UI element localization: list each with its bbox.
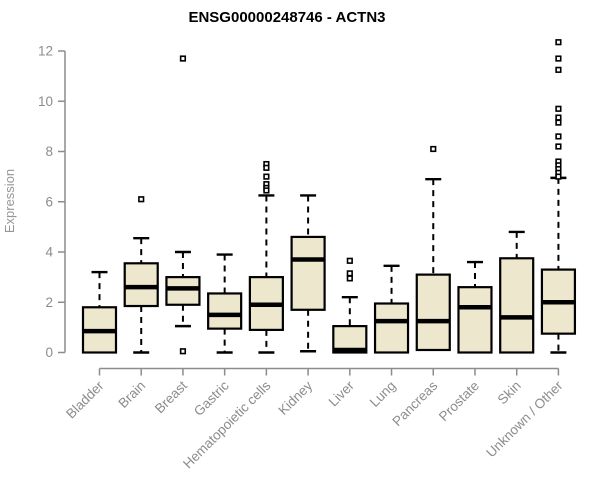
- outlier-point: [555, 143, 562, 150]
- outlier-point: [179, 348, 187, 355]
- iqr-box: [415, 273, 451, 352]
- outlier-point: [179, 55, 187, 62]
- outlier-point: [555, 133, 562, 140]
- y-tick-label: 6: [45, 194, 53, 209]
- x-tick-label: Lung: [367, 378, 399, 410]
- boxplot-unknown-other: [540, 39, 577, 354]
- x-tick-label: Liver: [326, 378, 358, 410]
- outlier-point: [138, 196, 145, 203]
- outlier-point: [346, 275, 353, 282]
- boxplot-bladder: [81, 270, 118, 354]
- outlier-point: [346, 270, 353, 277]
- outlier-point: [263, 173, 270, 180]
- x-tick-label: Breast: [152, 378, 190, 416]
- iqr-box: [207, 292, 243, 330]
- outlier-point: [430, 145, 437, 153]
- outlier-point: [346, 257, 353, 264]
- outlier-point: [555, 55, 562, 62]
- y-tick-label: 12: [38, 44, 53, 59]
- outlier-point: [555, 119, 562, 126]
- x-tick-label: Prostate: [436, 378, 482, 424]
- outlier-point: [263, 164, 270, 171]
- x-tick-label: Pancreas: [389, 378, 440, 429]
- outlier-point: [555, 173, 562, 180]
- y-tick-label: 8: [45, 144, 53, 159]
- y-axis: 0 2 4 6 8 10 12: [38, 44, 66, 360]
- boxplot-pancreas: [415, 145, 451, 352]
- chart-title: ENSG00000248746 - ACTN3: [188, 9, 385, 26]
- outlier-point: [555, 66, 562, 73]
- boxplot-kidney: [290, 194, 326, 353]
- boxplot-lung: [373, 264, 410, 354]
- iqr-box: [373, 302, 410, 354]
- y-tick-label: 4: [45, 245, 53, 260]
- y-axis-title: Expression: [2, 169, 17, 233]
- x-tick-label: Kidney: [275, 378, 315, 418]
- y-tick-label: 0: [45, 345, 53, 360]
- x-tick-label: Skin: [495, 378, 524, 407]
- iqr-box: [457, 286, 493, 354]
- boxplot-skin: [499, 230, 535, 354]
- x-tick-label: Bladder: [63, 378, 107, 422]
- outlier-point: [555, 114, 562, 121]
- x-tick-label: Unknown / Other: [483, 378, 566, 461]
- iqr-box: [290, 235, 326, 311]
- x-tick-label: Gastric: [191, 378, 232, 419]
- boxplot-prostate: [457, 260, 493, 354]
- boxplot-liver: [332, 257, 368, 354]
- outlier-point: [263, 187, 270, 194]
- iqr-box: [123, 262, 159, 308]
- outlier-point: [555, 39, 562, 46]
- y-tick-label: 2: [45, 295, 53, 310]
- boxplot-gastric: [207, 253, 243, 354]
- y-tick-label: 10: [38, 94, 53, 109]
- boxplot-brain: [123, 196, 159, 354]
- iqr-box: [165, 276, 201, 306]
- iqr-box: [499, 257, 535, 354]
- plot-area: 0 2 4 6 8 10 12 Bladder Brain Breast GastricHemato…: [38, 39, 577, 471]
- boxplot-breast: [165, 55, 201, 355]
- boxplot-hematopoietic-cells: [248, 160, 284, 354]
- x-tick-label: Brain: [115, 378, 148, 411]
- outlier-point: [555, 105, 562, 112]
